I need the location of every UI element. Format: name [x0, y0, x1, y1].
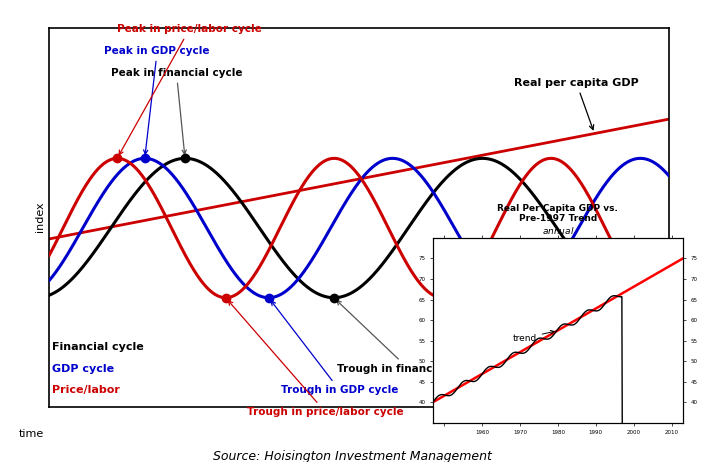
Text: Peak in financial cycle: Peak in financial cycle: [111, 67, 242, 154]
Text: trend: trend: [513, 330, 554, 343]
Y-axis label: index: index: [35, 202, 45, 232]
Text: Trough in financial cycle: Trough in financial cycle: [337, 301, 480, 374]
Text: actual: actual: [0, 461, 1, 462]
Text: Real per capita GDP: Real per capita GDP: [514, 78, 639, 130]
Text: Peak in GDP cycle: Peak in GDP cycle: [104, 46, 210, 154]
Text: Price/labor: Price/labor: [52, 385, 120, 395]
Text: Source: Hoisington Investment Management: Source: Hoisington Investment Management: [213, 450, 491, 462]
Text: GDP cycle: GDP cycle: [52, 364, 115, 374]
Text: Peak in price/labor cycle: Peak in price/labor cycle: [117, 24, 262, 155]
Text: Trough in GDP cycle: Trough in GDP cycle: [271, 301, 398, 395]
Text: Financial cycle: Financial cycle: [52, 342, 144, 352]
Text: time: time: [18, 429, 44, 439]
Text: Trough in price/labor cycle: Trough in price/labor cycle: [228, 301, 404, 417]
Title: Real Per Capita GDP vs.
Pre-1997 Trend
$\it{annual}$: Real Per Capita GDP vs. Pre-1997 Trend $…: [498, 204, 618, 236]
